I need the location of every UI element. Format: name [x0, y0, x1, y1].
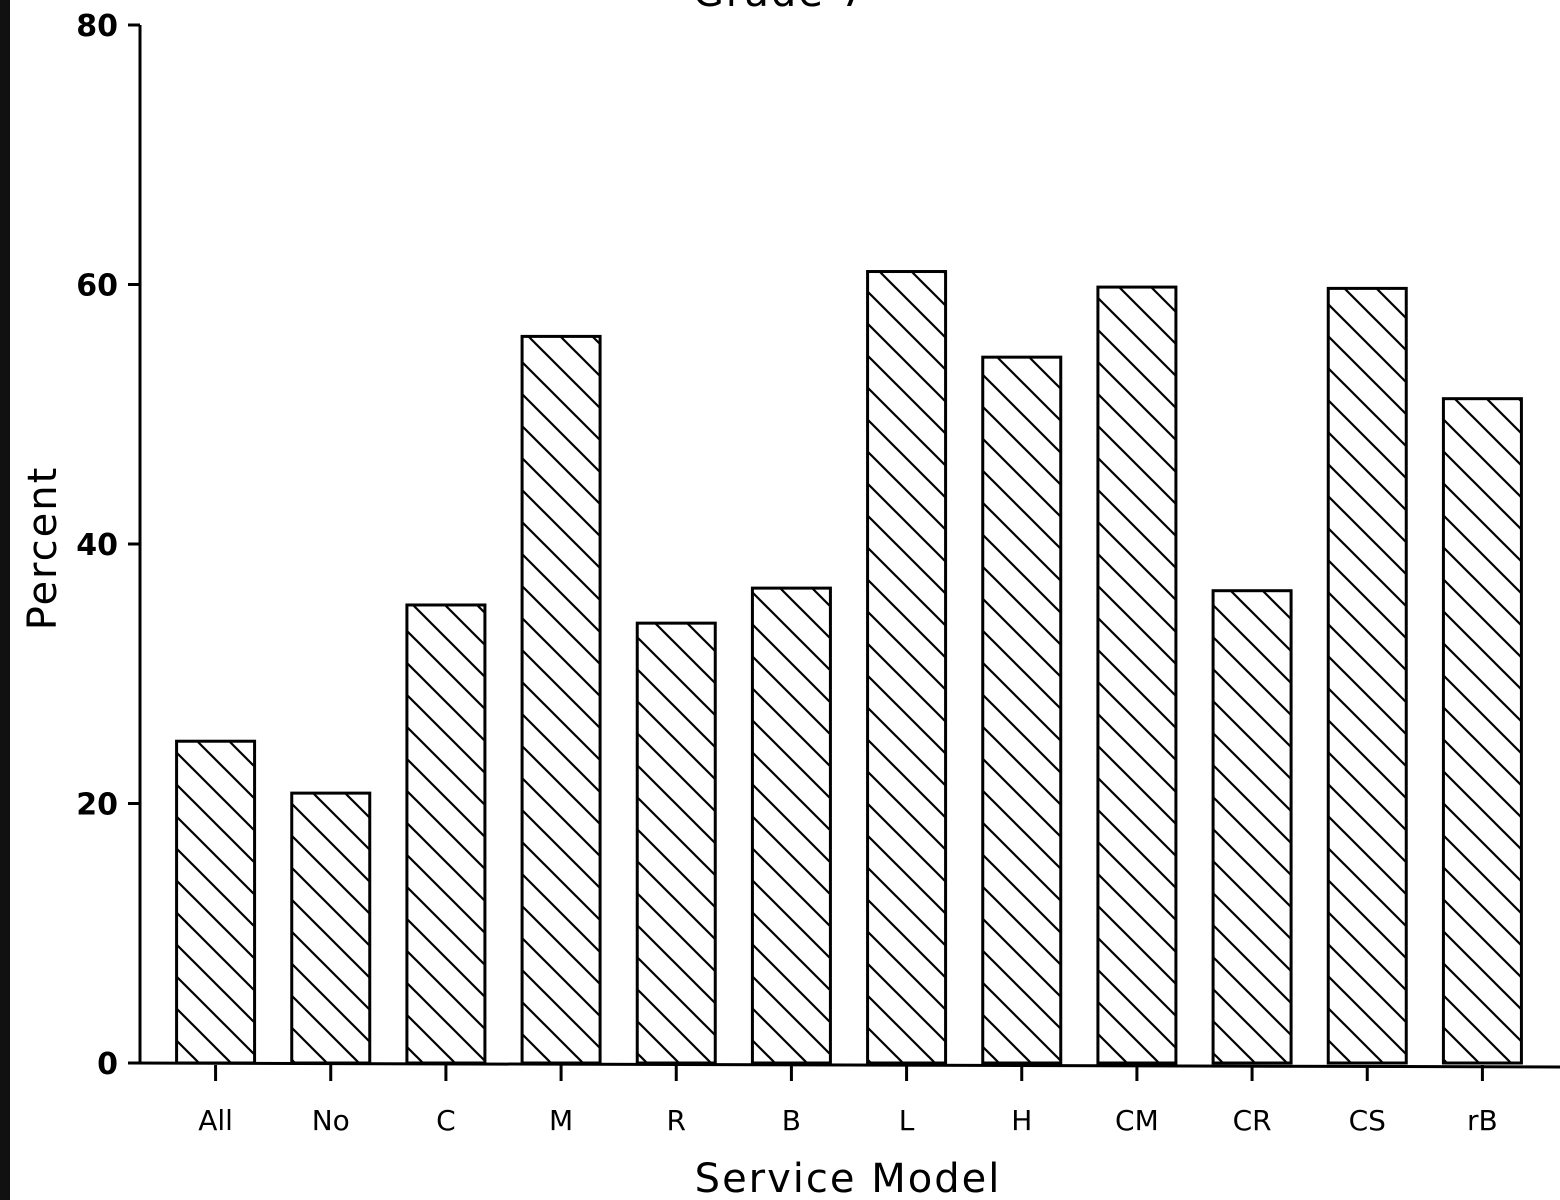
y-tick-label: 20 — [76, 788, 118, 823]
bar-h — [981, 355, 1063, 1065]
y-axis-title: Percent — [20, 466, 66, 631]
y-tick-label: 40 — [76, 528, 118, 563]
bar-no — [290, 791, 372, 1065]
x-tick-label: rB — [1467, 1104, 1498, 1137]
x-tick-label: C — [436, 1104, 456, 1137]
bar-all — [175, 739, 257, 1065]
bars — [175, 270, 1523, 1065]
bar-l — [866, 270, 948, 1065]
x-tick-label: M — [549, 1104, 573, 1137]
bar-cm — [1096, 285, 1178, 1065]
x-tick-label: CM — [1115, 1104, 1159, 1137]
x-tick-label: B — [782, 1104, 801, 1137]
y-tick-label: 80 — [76, 9, 118, 44]
y-tick-label: 0 — [97, 1047, 118, 1082]
bar-cr — [1211, 589, 1293, 1065]
x-tick-label: CS — [1349, 1104, 1386, 1137]
x-tick-label: L — [899, 1104, 915, 1137]
bar-m — [520, 334, 602, 1065]
x-tick-label: No — [312, 1104, 350, 1137]
x-tick-label: CR — [1233, 1104, 1272, 1137]
bar-rb — [1441, 397, 1523, 1065]
bar-c — [405, 603, 487, 1065]
y-axis: 0 20 40 60 80 — [76, 9, 142, 1082]
x-tick-label: R — [667, 1104, 686, 1137]
chart-title: Grade 7 — [693, 0, 867, 16]
y-tick-label: 60 — [76, 269, 118, 304]
bar-b — [750, 586, 832, 1065]
x-tick-label: All — [198, 1104, 233, 1137]
bar-r — [635, 621, 717, 1065]
bar-cs — [1326, 286, 1408, 1065]
x-axis: All No C M R B L H CM CR CS rB — [127, 1061, 1560, 1137]
scan-edge — [0, 0, 10, 1200]
x-axis-title: Service Model — [695, 1156, 1002, 1200]
x-tick-label: H — [1011, 1104, 1032, 1137]
